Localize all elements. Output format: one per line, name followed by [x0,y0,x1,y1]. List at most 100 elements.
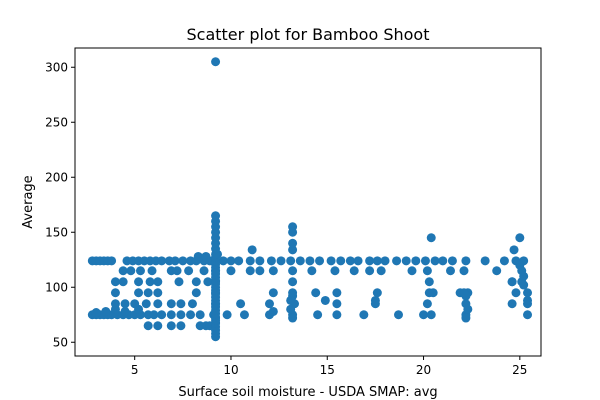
data-point [247,245,257,255]
data-point [153,277,163,287]
data-point [134,277,144,287]
data-point [157,310,167,320]
data-point [110,299,120,309]
data-point [407,266,417,276]
data-point [234,256,244,266]
data-point [446,266,455,276]
data-point [523,310,533,320]
x-axis-ticks: 5 10 15 20 25 [131,356,527,377]
data-point [380,256,390,266]
data-point [172,266,182,276]
data-point [438,256,448,266]
data-point [288,277,298,287]
data-point [447,256,457,266]
data-point [426,310,436,320]
data-point [315,256,325,266]
data-point [266,256,276,266]
data-point [141,299,151,309]
data-point [264,299,274,309]
data-point [110,277,120,287]
data-point [288,266,298,276]
data-point [191,277,201,287]
data-point [392,256,402,266]
data-point [336,256,346,266]
data-point [195,310,205,320]
data-point [268,306,278,316]
data-point [130,299,140,309]
data-point [149,310,159,320]
data-point [276,256,286,266]
data-point [345,256,355,266]
data-point [178,256,188,266]
data-point [480,256,490,266]
data-point [305,256,315,266]
data-point [330,266,340,276]
data-point [255,256,265,266]
data-point [166,321,176,331]
y-axis-ticks: 50 100 150 200 250 300 [45,60,75,349]
data-point [372,288,382,298]
data-point [211,57,221,67]
data-point [170,256,180,266]
data-point [203,277,213,287]
x-tick-label: 20 [416,363,431,377]
data-point [184,266,194,276]
data-point [226,256,236,266]
data-point [509,245,519,255]
data-point [394,310,403,320]
x-tick-label: 10 [223,363,238,377]
data-point [422,299,432,309]
data-point [519,280,529,290]
x-axis-label: Surface soil moisture - USDA SMAP: avg [178,385,437,400]
data-point [120,299,130,309]
data-point [101,306,111,316]
data-point [372,256,382,266]
plot-area: 5 10 15 20 25 50 100 150 200 250 300 [45,47,542,377]
data-point [193,251,203,261]
y-tick-label: 100 [45,280,68,294]
data-point [515,233,525,243]
data-point [492,266,502,276]
data-point [332,310,342,320]
data-point [268,266,278,276]
data-point [135,266,145,276]
data-point [222,310,232,320]
data-point [507,277,517,287]
data-point [143,321,153,331]
data-point [332,288,342,298]
data-point [120,306,130,316]
data-point [288,313,298,323]
y-tick-label: 150 [45,225,68,239]
data-point [126,266,136,276]
data-point [401,256,411,266]
data-point [422,266,432,276]
data-point [147,266,157,276]
data-point [519,271,529,281]
data-point [461,313,471,323]
data-point [236,299,246,309]
data-point [176,299,186,309]
data-point [255,266,265,276]
data-point [295,256,305,266]
data-point [187,299,197,309]
data-point [201,251,211,261]
data-point [307,266,317,276]
data-point [515,260,525,270]
data-point [199,266,209,276]
data-point [286,304,296,314]
data-point [507,299,517,309]
axes-frame [74,47,542,357]
data-point [118,277,128,287]
data-point [226,266,236,276]
data-point [143,288,153,298]
data-point [428,288,438,298]
data-point [153,299,163,309]
data-point [91,308,101,318]
data-point [332,299,342,309]
data-point [166,299,176,309]
data-point [461,256,471,266]
data-point [118,266,128,276]
data-point [411,256,421,266]
data-point [359,310,369,320]
